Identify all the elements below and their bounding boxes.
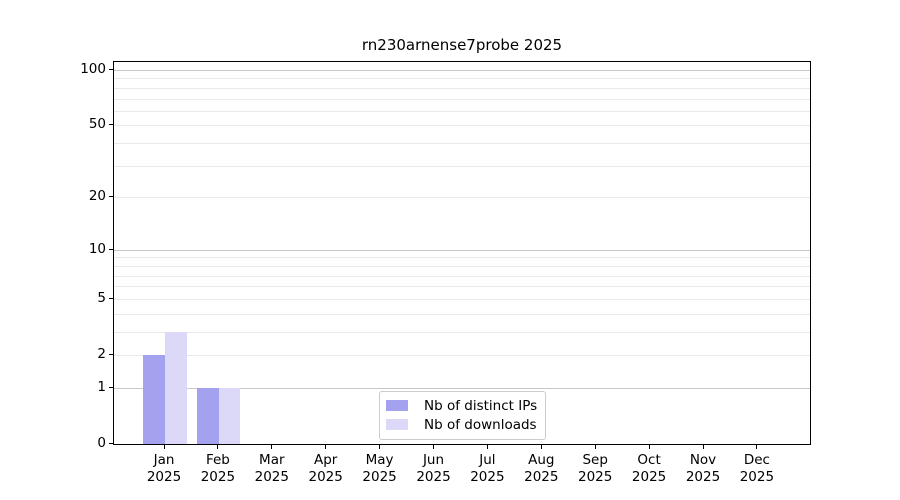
x-tick-label-apr: Apr 2025 [296, 452, 356, 486]
x-tick-mark-aug [540, 445, 542, 449]
month-label: May [365, 452, 394, 468]
legend-label-distinct-ips: Nb of distinct IPs [424, 397, 538, 414]
year-label: 2025 [416, 469, 451, 485]
year-label: 2025 [524, 469, 559, 485]
year-label: 2025 [362, 469, 397, 485]
year-label: 2025 [578, 469, 613, 485]
bar-nb-of-distinct-ips-jan [143, 355, 165, 444]
x-tick-label-dec: Dec 2025 [727, 452, 787, 486]
bars-layer [114, 62, 810, 444]
bar-nb-of-downloads-feb [218, 387, 241, 444]
month-label: Nov [689, 452, 717, 468]
x-tick-label-jul: Jul 2025 [457, 452, 517, 486]
gridline-y-2 [114, 355, 810, 356]
gridline-y-100 [114, 70, 810, 71]
y-tick-label-100: 100 [80, 61, 106, 77]
y-tick-mark-0 [109, 443, 113, 444]
x-tick-label-feb: Feb 2025 [188, 452, 248, 486]
month-label: Dec [743, 452, 770, 468]
x-tick-mark-nov [702, 445, 704, 449]
x-tick-label-oct: Oct 2025 [619, 452, 679, 486]
gridline-y-8 [114, 265, 810, 267]
month-label: Oct [637, 452, 661, 468]
month-label: Aug [528, 452, 555, 468]
gridline-y-9 [114, 257, 810, 259]
x-tick-mark-apr [325, 445, 327, 449]
gridline-y-3 [114, 331, 810, 333]
x-tick-mark-jul [486, 445, 488, 449]
y-tick-mark-2 [109, 354, 113, 355]
gridline-y-90 [114, 78, 810, 80]
x-tick-mark-mar [271, 445, 273, 449]
gridline-y-10 [114, 249, 810, 251]
y-tick-label-0: 0 [97, 435, 106, 451]
y-tick-mark-20 [109, 196, 113, 198]
y-tick-label-1: 1 [97, 378, 106, 395]
year-label: 2025 [739, 469, 775, 485]
x-tick-label-mar: Mar 2025 [242, 452, 302, 486]
y-tick-label-50: 50 [88, 116, 106, 133]
month-label: Jun [422, 452, 445, 468]
month-label: Apr [314, 452, 338, 468]
legend-label-downloads: Nb of downloads [424, 416, 537, 433]
y-tick-label-5: 5 [97, 289, 106, 306]
year-label: 2025 [200, 469, 236, 485]
gridline-y-40 [114, 143, 810, 145]
y-tick-mark-50 [109, 124, 113, 126]
gridline-y-20 [114, 197, 810, 199]
year-label: 2025 [685, 469, 721, 485]
month-label: Sep [582, 452, 608, 468]
bar-nb-of-distinct-ips-feb [197, 387, 219, 444]
gridline-y-30 [114, 165, 810, 167]
grid-layer [114, 62, 810, 444]
x-tick-label-aug: Aug 2025 [511, 452, 571, 486]
month-label: Feb [205, 452, 230, 468]
gridline-y-5 [114, 298, 810, 300]
legend-swatch-distinct-ips [386, 400, 408, 411]
x-tick-mark-sep [594, 445, 596, 449]
y-tick-label-10: 10 [88, 240, 106, 257]
gridline-y-4 [114, 313, 810, 315]
x-tick-label-jan: Jan 2025 [134, 452, 194, 486]
bar-nb-of-downloads-jan [165, 331, 187, 444]
gridline-y-7 [114, 275, 810, 277]
gridline-y-6 [114, 286, 810, 288]
x-tick-mark-feb [217, 445, 219, 449]
month-label: Mar [259, 452, 285, 468]
x-tick-label-sep: Sep 2025 [565, 452, 625, 486]
x-tick-mark-jun [433, 445, 434, 449]
x-tick-mark-oct [648, 445, 650, 449]
gridline-y-50 [114, 125, 810, 127]
legend-item-downloads: Nb of downloads [386, 416, 537, 433]
legend: Nb of distinct IPs Nb of downloads [379, 391, 546, 440]
x-tick-mark-dec [756, 445, 758, 449]
gridline-y-1 [114, 387, 810, 389]
y-tick-label-20: 20 [88, 188, 106, 205]
y-tick-mark-5 [109, 297, 113, 299]
legend-swatch-downloads [386, 419, 408, 430]
x-tick-mark-jan [163, 445, 165, 449]
gridline-y-80 [114, 87, 810, 89]
month-label: Jan [153, 452, 175, 468]
legend-item-distinct-ips: Nb of distinct IPs [386, 397, 538, 414]
year-label: 2025 [254, 469, 289, 485]
year-label: 2025 [308, 469, 343, 485]
year-label: 2025 [470, 469, 505, 485]
month-label: Jul [479, 452, 496, 468]
y-tick-mark-100 [109, 69, 113, 70]
year-label: 2025 [631, 469, 667, 485]
year-label: 2025 [146, 469, 182, 485]
gridline-y-60 [114, 110, 810, 112]
x-tick-mark-may [379, 445, 381, 449]
gridline-y-70 [114, 98, 810, 100]
y-tick-mark-1 [109, 386, 113, 388]
x-tick-label-jun: Jun 2025 [404, 452, 464, 486]
x-tick-label-may: May 2025 [350, 452, 410, 486]
y-tick-mark-10 [109, 248, 113, 250]
chart-title: rn230arnense7probe 2025 [361, 36, 563, 54]
y-tick-label-2: 2 [97, 346, 106, 362]
x-tick-label-nov: Nov 2025 [673, 452, 733, 486]
plot-area: Nb of distinct IPs Nb of downloads [113, 61, 811, 445]
